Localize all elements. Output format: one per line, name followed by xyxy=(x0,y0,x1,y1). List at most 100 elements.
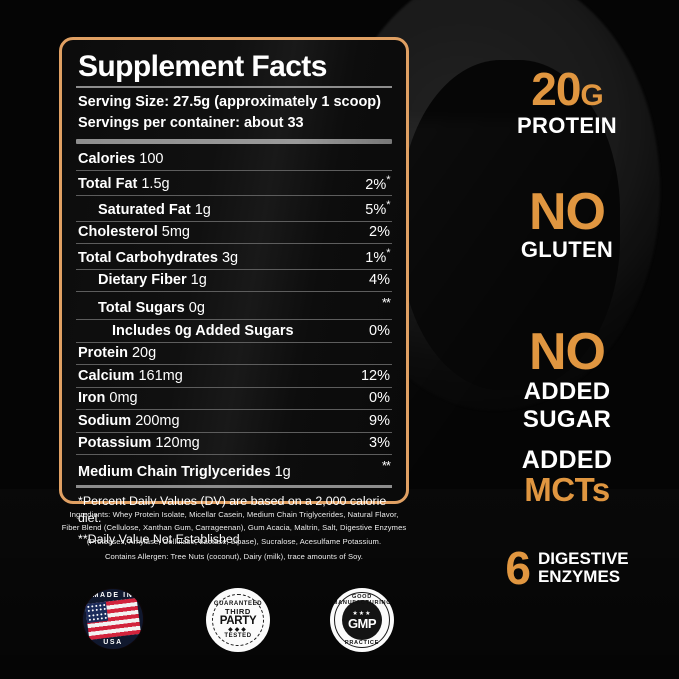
daily-value: 9% xyxy=(369,412,390,429)
row-divider xyxy=(76,220,392,222)
nutrient-value: 100 xyxy=(135,151,164,168)
nutrient-name: Total Fat 1.5g xyxy=(78,176,170,193)
servings-per-container-text: Servings per container: about 33 xyxy=(78,114,304,131)
badge-made-in-usa: MADE IN USA xyxy=(72,582,154,662)
nutrient-name: Medium Chain Triglycerides 1g xyxy=(78,463,291,480)
callout-no-gluten: NO GLUTEN xyxy=(455,183,679,261)
nutrient-name: Includes 0g Added Sugars xyxy=(112,322,294,339)
third-party-dots: ◆◆◆ xyxy=(228,626,248,633)
nutrition-row: Calcium 161mg 12% xyxy=(76,365,392,387)
nutrition-row: Cholesterol 5mg 2% xyxy=(76,222,392,244)
daily-value: 2% xyxy=(369,224,390,241)
footnote-daily-values: *Percent Daily Values (DV) are based on … xyxy=(78,493,387,525)
row-divider xyxy=(76,170,392,172)
nutrient-name: Calories 100 xyxy=(78,151,164,168)
usa-badge-bottom-text: USA xyxy=(103,639,123,646)
row-divider xyxy=(76,243,392,245)
row-divider xyxy=(76,409,392,411)
daily-value: 4% xyxy=(369,272,390,289)
nutrient-name: Sodium 200mg xyxy=(78,412,180,429)
daily-value: ** xyxy=(381,294,391,310)
gmp-bottom-text: PRACTICE xyxy=(344,640,380,646)
nutrition-row: Medium Chain Triglycerides 1g ** xyxy=(76,455,392,482)
nutrient-name: Total Carbohydrates 3g xyxy=(78,249,239,266)
badge-third-party-tested: GUARANTEED THIRD PARTY ◆◆◆ TESTED xyxy=(196,582,278,662)
row-divider xyxy=(76,364,392,366)
nutrient-value: 0mg xyxy=(105,390,138,407)
row-divider xyxy=(76,454,392,456)
callout-no-added-sugar-line2: SUGAR xyxy=(522,406,612,434)
nutrition-row: Iron 0mg 0% xyxy=(76,388,392,410)
callout-no-added-sugar: NO ADDED SUGAR xyxy=(455,323,679,434)
nutrient-name: Potassium 120mg xyxy=(78,435,200,452)
nutrient-name: Protein 20g xyxy=(78,345,157,362)
serving-size-text: Serving Size: 27.5g (approximately 1 sco… xyxy=(78,93,381,110)
nutrient-name: Calcium 161mg xyxy=(78,367,183,384)
nutrient-value: 1g xyxy=(190,201,211,218)
third-party-bottom-text: TESTED xyxy=(224,632,252,639)
gmp-badge-circle: GOOD MANUFACTURING ★★★ GMP PRACTICE xyxy=(330,588,394,652)
callout-added-mcts-label: ADDED xyxy=(521,446,613,474)
divider-under-title xyxy=(76,85,392,88)
daily-value: 0% xyxy=(369,390,390,407)
nutrient-value: 1g xyxy=(270,463,291,480)
nutrition-rows: Calories 100 Total Fat 1.5g 2%* Saturated F… xyxy=(76,149,392,483)
callout-protein-amount: 20G xyxy=(531,63,604,115)
supplement-facts-panel: Supplement Facts Serving Size: 27.5g (ap… xyxy=(59,37,409,546)
nutrient-value: 0g xyxy=(184,300,205,317)
nutrient-name: Total Sugars 0g xyxy=(98,300,205,317)
row-divider xyxy=(76,431,392,433)
callout-enzymes-line2: ENZYMES xyxy=(537,567,621,586)
third-party-line1: THIRD xyxy=(225,607,251,617)
allergen-text: Contains Allergen: Tree Nuts (coconut), … xyxy=(104,552,364,561)
callout-no-added-sugar-big: NO xyxy=(529,323,606,381)
callout-protein-label: PROTEIN xyxy=(517,112,617,138)
us-flag-icon xyxy=(85,597,141,641)
nutrition-row: Includes 0g Added Sugars 0% xyxy=(76,320,392,342)
nutrient-value: 20g xyxy=(127,345,157,362)
callout-no-gluten-big: NO xyxy=(529,183,606,241)
nutrition-row: Total Carbohydrates 3g 1%* xyxy=(76,244,392,268)
callout-no-added-sugar-line1: ADDED xyxy=(523,378,611,406)
nutrient-value: 200mg xyxy=(131,412,180,429)
badge-gmp: GOOD MANUFACTURING ★★★ GMP PRACTICE xyxy=(320,582,402,662)
nutrient-name: Cholesterol 5mg xyxy=(78,224,191,241)
callout-enzymes-line1: DIGESTIVE xyxy=(537,549,629,569)
nutrient-name: Dietary Fiber 1g xyxy=(98,272,207,289)
nutrient-value: 161mg xyxy=(134,367,183,384)
nutrition-row: Calories 100 xyxy=(76,149,392,171)
nutrition-row: Total Fat 1.5g 2%* xyxy=(76,171,392,195)
nutrition-row: Dietary Fiber 1g 4% xyxy=(76,270,392,292)
daily-value: 12% xyxy=(360,367,390,384)
third-party-badge-circle: GUARANTEED THIRD PARTY ◆◆◆ TESTED xyxy=(206,588,270,652)
ingredients-text: Ingredients: Whey Protein Isolate, Micel… xyxy=(61,510,407,546)
nutrient-value: 120mg xyxy=(151,435,200,452)
daily-value: ** xyxy=(381,457,391,473)
nutrient-name: Saturated Fat 1g xyxy=(98,201,211,218)
certification-badges: MADE IN USA GUARANTEED THIRD PARTY ◆◆◆ T… xyxy=(72,581,402,663)
nutrition-row: Sodium 200mg 9% xyxy=(76,410,392,432)
nutrient-value: 3g xyxy=(217,249,239,266)
usa-badge-circle: MADE IN USA xyxy=(83,589,143,649)
callout-enzymes-number: 6 xyxy=(505,542,531,594)
nutrient-name: Iron 0mg xyxy=(78,390,138,407)
row-divider xyxy=(76,268,392,270)
callout-enzymes-label: DIGESTIVE ENZYMES xyxy=(538,550,629,586)
daily-value: 0% xyxy=(369,322,390,339)
third-party-line2: PARTY xyxy=(219,615,257,628)
daily-value: 2%* xyxy=(365,173,390,193)
nutrition-row: Total Sugars 0g ** xyxy=(76,292,392,319)
gmp-top-text: GOOD MANUFACTURING xyxy=(332,594,392,606)
divider-thick xyxy=(76,138,392,144)
row-divider xyxy=(76,319,392,321)
nutrient-value: 1.5g xyxy=(137,176,170,193)
daily-value: 5%* xyxy=(365,198,390,218)
usa-badge-top-text: MADE IN xyxy=(92,592,134,599)
row-divider xyxy=(76,386,392,388)
nutrient-value: 5mg xyxy=(157,224,191,241)
row-divider xyxy=(76,341,392,343)
callout-protein: 20G PROTEIN xyxy=(455,63,679,138)
callout-added-mcts: ADDED MCTs xyxy=(455,446,679,507)
footnote-not-established: **Daily Value Not Established xyxy=(78,532,240,547)
divider-before-footnotes xyxy=(76,484,392,488)
